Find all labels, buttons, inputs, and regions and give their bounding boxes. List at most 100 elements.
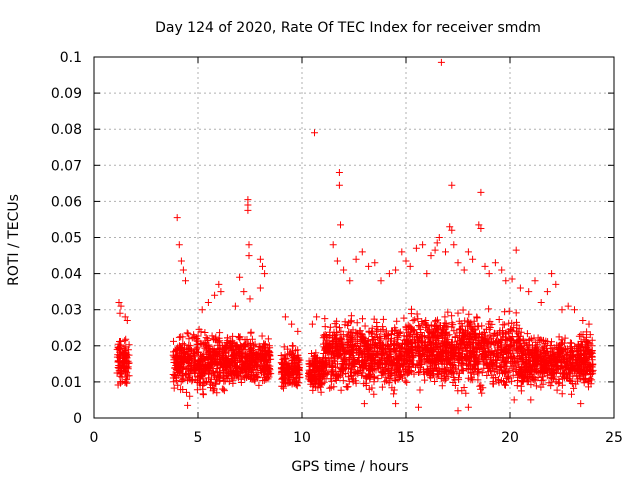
data-point <box>454 309 462 317</box>
data-point <box>583 366 591 374</box>
data-point <box>118 378 126 385</box>
data-point <box>539 362 547 370</box>
data-point <box>567 347 574 355</box>
data-point <box>251 340 259 348</box>
data-point <box>496 363 504 370</box>
data-point <box>452 350 459 357</box>
data-point <box>239 372 247 380</box>
data-point <box>229 339 237 347</box>
data-point <box>512 309 520 317</box>
data-point <box>431 324 439 332</box>
data-point <box>442 248 449 256</box>
data-point <box>515 324 523 332</box>
data-point <box>506 342 514 350</box>
data-point <box>433 325 441 333</box>
data-point <box>537 377 545 384</box>
data-point <box>568 339 575 347</box>
data-point <box>443 340 450 348</box>
data-point <box>507 326 515 334</box>
data-point <box>502 277 510 285</box>
data-point <box>481 332 489 340</box>
data-point <box>219 346 227 354</box>
data-point <box>288 359 296 367</box>
data-point <box>365 385 373 393</box>
data-point <box>450 365 458 373</box>
data-point <box>533 361 541 369</box>
data-point <box>352 328 360 336</box>
data-point <box>501 381 509 389</box>
data-point <box>241 366 249 374</box>
data-point <box>426 329 434 336</box>
data-point <box>463 331 471 339</box>
data-point <box>171 364 179 372</box>
data-point <box>481 262 489 270</box>
data-point <box>213 365 221 372</box>
data-point <box>474 341 482 349</box>
data-point <box>431 246 439 254</box>
data-point <box>441 313 449 321</box>
data-point <box>485 347 493 355</box>
data-point <box>461 326 469 334</box>
data-point <box>501 308 509 316</box>
data-point <box>530 334 538 342</box>
data-point <box>329 241 337 249</box>
data-point <box>453 368 461 376</box>
x-tick-label: 25 <box>605 430 623 446</box>
data-point <box>240 349 248 357</box>
data-point <box>194 332 202 340</box>
data-point <box>190 331 198 339</box>
data-point <box>331 375 339 383</box>
data-point <box>495 316 503 323</box>
data-point <box>539 354 547 362</box>
data-point <box>440 325 448 333</box>
data-point <box>427 374 435 382</box>
y-tick-label: 0.01 <box>51 375 82 391</box>
data-point <box>186 367 194 375</box>
data-point <box>450 327 458 335</box>
data-point <box>352 369 360 377</box>
data-point <box>393 341 401 349</box>
data-point <box>259 262 266 270</box>
data-point <box>203 335 211 343</box>
data-point <box>408 325 416 333</box>
data-point <box>431 378 439 385</box>
data-point <box>176 367 184 375</box>
data-point <box>283 379 291 387</box>
data-point <box>204 354 212 362</box>
x-axis-title: GPS time / hours <box>291 459 408 475</box>
data-point <box>380 367 388 375</box>
data-point <box>561 334 569 342</box>
data-point <box>534 341 542 349</box>
data-point <box>240 288 248 296</box>
data-point <box>192 336 200 344</box>
data-point <box>244 370 252 378</box>
data-point <box>364 337 372 345</box>
data-point <box>184 330 192 338</box>
data-point <box>526 364 534 372</box>
data-point <box>475 221 483 229</box>
data-point <box>255 381 263 389</box>
data-point <box>333 346 341 354</box>
data-point <box>358 349 366 357</box>
data-point <box>232 368 240 376</box>
data-point <box>175 333 183 341</box>
data-point <box>351 360 359 367</box>
data-point <box>335 339 343 347</box>
data-point <box>524 373 531 381</box>
data-point <box>361 343 369 351</box>
data-point <box>423 346 431 354</box>
data-point <box>579 358 587 366</box>
data-point <box>415 322 423 329</box>
data-point <box>372 366 380 374</box>
data-point <box>491 259 499 267</box>
data-point <box>511 354 518 362</box>
data-point <box>400 314 408 322</box>
data-point <box>184 401 192 409</box>
data-point <box>449 370 457 378</box>
data-point <box>434 316 441 324</box>
data-point <box>462 347 470 355</box>
data-point <box>525 288 533 296</box>
data-point <box>567 366 575 373</box>
data-point <box>519 372 527 380</box>
data-point <box>499 354 507 362</box>
